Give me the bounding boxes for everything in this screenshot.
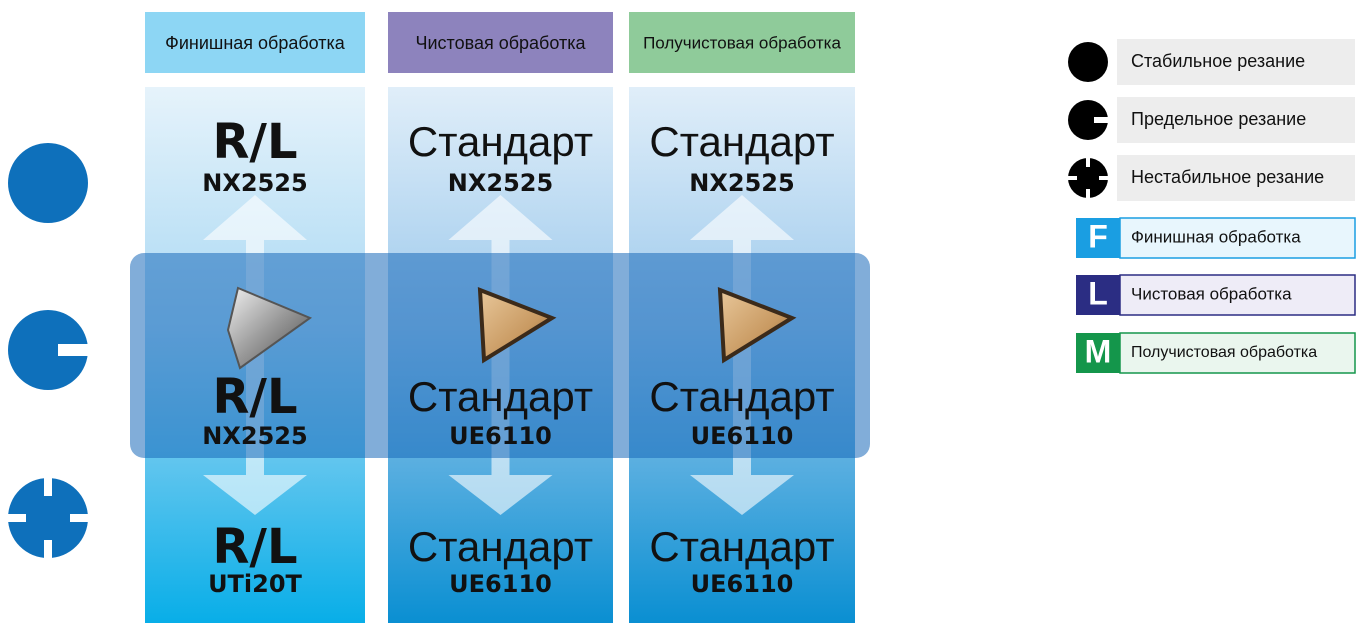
grade: Стандарт	[408, 373, 593, 420]
code: NX2525	[202, 422, 307, 450]
column-header-bg	[388, 12, 613, 73]
grade: Стандарт	[408, 523, 593, 570]
cell-texts: R/LNX2525R/LNX2525R/LUTi20TСтандартNX252…	[202, 114, 834, 598]
icon-notch	[58, 344, 92, 356]
code: NX2525	[448, 169, 553, 197]
code: UE6110	[449, 422, 552, 450]
grade: R/L	[212, 114, 297, 170]
legend-label-bg	[1117, 155, 1355, 201]
stable-icon	[8, 143, 88, 223]
legend-label: Нестабильное резание	[1131, 167, 1324, 187]
legend-icon-cut	[1086, 157, 1090, 167]
legend-icon-cut	[1086, 189, 1090, 199]
mode-label-bg	[1119, 332, 1356, 374]
grade: Стандарт	[649, 373, 834, 420]
legend-icon-cut	[1099, 176, 1109, 180]
column-header: Чистовая обработка	[415, 33, 586, 53]
legend-label-bg	[1117, 39, 1355, 85]
code: UE6110	[691, 570, 794, 598]
highlight-band	[130, 253, 870, 458]
mode-letter: L	[1088, 275, 1108, 311]
code: UTi20T	[208, 570, 302, 598]
mode-letter-bg	[1076, 333, 1120, 373]
grade: Стандарт	[649, 118, 834, 165]
legend-label-bg	[1117, 97, 1355, 143]
legend: Стабильное резание Предельное резание Нест…	[1067, 39, 1356, 374]
code: UE6110	[449, 570, 552, 598]
limit-icon	[8, 310, 88, 390]
inserts	[226, 286, 797, 370]
code: NX2525	[689, 169, 794, 197]
legend-icon	[1068, 158, 1108, 198]
legend-label: Стабильное резание	[1131, 51, 1305, 71]
grade: Стандарт	[649, 523, 834, 570]
legend-label: Предельное резание	[1131, 109, 1306, 129]
insert-std	[717, 287, 797, 364]
legend-icon	[1068, 100, 1108, 140]
legend-icon-cut	[1067, 176, 1077, 180]
mode-letter-bg	[1076, 218, 1120, 258]
column-header: Получистовая обработка	[643, 33, 841, 52]
icon-cuts	[4, 474, 92, 562]
grade: R/L	[212, 519, 297, 575]
mode-label-bg	[1119, 217, 1356, 259]
mode-label-bg	[1119, 274, 1356, 316]
mode-letter: M	[1085, 333, 1112, 369]
insert-std	[477, 287, 557, 364]
code: NX2525	[202, 169, 307, 197]
column-header-bg	[145, 12, 365, 73]
insert-rl	[226, 286, 313, 370]
mode-label: Получистовая обработка	[1131, 344, 1317, 361]
mode-label: Чистовая обработка	[1131, 284, 1292, 303]
column-header-bg	[629, 12, 855, 73]
mode-letter: F	[1088, 218, 1108, 254]
grade: R/L	[212, 369, 297, 425]
mode-label: Финишная обработка	[1131, 227, 1301, 246]
mode-letter-bg	[1076, 275, 1120, 315]
column-header: Финишная обработка	[165, 33, 346, 53]
code: UE6110	[691, 422, 794, 450]
unstable-icon	[8, 478, 88, 558]
legend-icon-notch	[1094, 117, 1110, 123]
grade: Стандарт	[408, 118, 593, 165]
condition-icons	[4, 143, 92, 562]
legend-icon	[1068, 42, 1108, 82]
